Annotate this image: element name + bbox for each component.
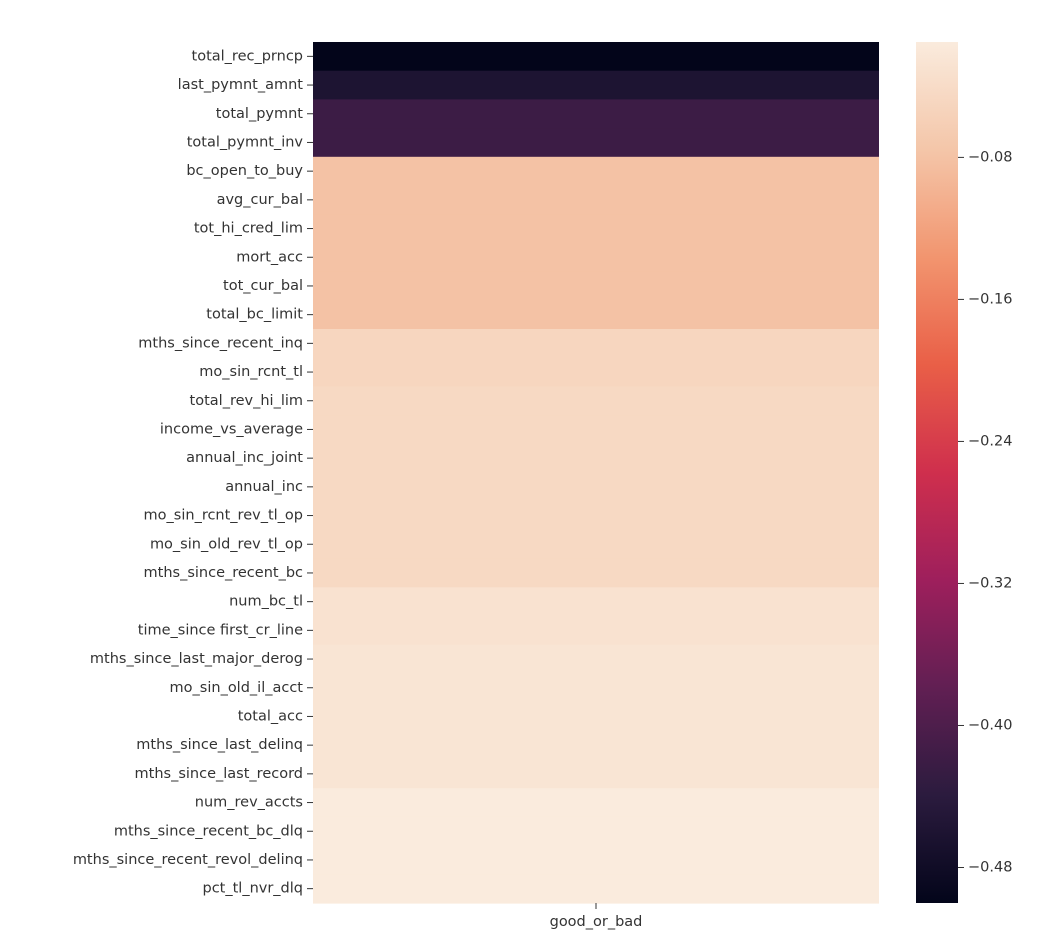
y-axis-labels: total_rec_prncp last_pymnt_amnt total_pymn… xyxy=(73,48,313,897)
heatmap-cell xyxy=(313,156,879,187)
heatmap-cell xyxy=(313,300,879,330)
heatmap-cell xyxy=(313,644,879,674)
heatmap-cell xyxy=(313,185,879,215)
heatmap-cell xyxy=(313,845,879,875)
y-tick-label: mths_since_last_major_derog xyxy=(90,651,303,667)
y-tick-label: annual_inc xyxy=(225,479,303,495)
heatmap-cell xyxy=(313,271,879,301)
y-tick-label: last_pymnt_amnt xyxy=(178,77,304,93)
heatmap-cell xyxy=(313,702,879,732)
heatmap-cell xyxy=(313,443,879,474)
colorbar-tick-label: −0.32 xyxy=(968,575,1012,591)
y-tick-label: tot_hi_cred_lim xyxy=(194,221,303,237)
y-tick-label: num_rev_accts xyxy=(195,795,303,811)
colorbar-tick-label: −0.08 xyxy=(968,149,1012,165)
colorbar-ticks: −0.08 −0.16 −0.24 −0.32 −0.40 −0.48 xyxy=(958,149,1012,875)
colorbar-tick-label: −0.24 xyxy=(968,433,1012,449)
y-tick-label: mo_sin_old_rev_tl_op xyxy=(150,536,303,552)
heatmap-cell xyxy=(313,242,879,273)
heatmap-cell xyxy=(313,816,879,847)
y-tick-label: mths_since_recent_revol_delinq xyxy=(73,852,303,868)
heatmap-cell xyxy=(313,42,879,72)
y-tick-label: total_rec_prncp xyxy=(192,48,303,64)
y-tick-label: total_pymnt xyxy=(216,106,304,122)
y-tick-label: total_pymnt_inv xyxy=(187,134,304,150)
y-tick-label: mo_sin_rcnt_rev_tl_op xyxy=(144,508,303,524)
heatmap-cell xyxy=(313,558,879,588)
heatmap-cell xyxy=(313,529,879,560)
heatmap-cell xyxy=(313,874,879,904)
x-axis-labels: good_or_bad xyxy=(550,903,643,930)
heatmap-cell xyxy=(313,788,879,818)
heatmap-cell xyxy=(313,759,879,789)
colorbar xyxy=(916,42,958,903)
heatmap-cell xyxy=(313,329,879,359)
heatmap-cell xyxy=(313,501,879,531)
y-tick-label: mo_sin_rcnt_tl xyxy=(199,364,303,380)
y-tick-label: income_vs_average xyxy=(160,421,303,437)
y-tick-label: pct_tl_nvr_dlq xyxy=(203,881,304,897)
y-tick-label: tot_cur_bal xyxy=(223,278,303,294)
y-tick-label: mths_since_recent_inq xyxy=(138,335,303,351)
y-tick-label: avg_cur_bal xyxy=(217,192,303,208)
heatmap-cell xyxy=(313,128,879,158)
y-tick-label: total_bc_limit xyxy=(206,307,303,323)
y-tick-label: mths_since_recent_bc_dlq xyxy=(114,823,303,839)
y-tick-label: mo_sin_old_il_acct xyxy=(170,680,304,696)
y-tick-label: mort_acc xyxy=(236,249,303,265)
colorbar-tick-label: −0.48 xyxy=(968,859,1012,875)
heatmap-cell xyxy=(313,70,879,100)
heatmap-cell xyxy=(313,214,879,244)
heatmap-cell xyxy=(313,99,879,129)
y-tick-label: total_rev_hi_lim xyxy=(190,393,303,409)
heatmap-cell xyxy=(313,730,879,761)
y-tick-label: total_acc xyxy=(238,708,303,724)
heatmap-cell xyxy=(313,673,879,703)
heatmap-cell xyxy=(313,415,879,445)
y-tick-label: mths_since_last_delinq xyxy=(136,737,303,753)
heatmap-cell xyxy=(313,587,879,617)
y-tick-label: time_since first_cr_line xyxy=(138,622,303,638)
y-tick-label: mths_since_last_record xyxy=(135,766,303,782)
heatmap-cell xyxy=(313,616,879,646)
colorbar-tick-label: −0.40 xyxy=(968,717,1012,733)
x-tick-label: good_or_bad xyxy=(550,914,643,930)
heatmap-cell xyxy=(313,472,879,502)
colorbar-tick-label: −0.16 xyxy=(968,291,1012,307)
heatmap-cell xyxy=(313,357,879,387)
heatmap-cells xyxy=(313,42,879,904)
y-tick-label: bc_open_to_buy xyxy=(186,163,303,179)
y-tick-label: mths_since_recent_bc xyxy=(144,565,304,581)
y-tick-label: num_bc_tl xyxy=(229,594,303,610)
y-tick-label: annual_inc_joint xyxy=(186,450,303,466)
heatmap-cell xyxy=(313,386,879,416)
